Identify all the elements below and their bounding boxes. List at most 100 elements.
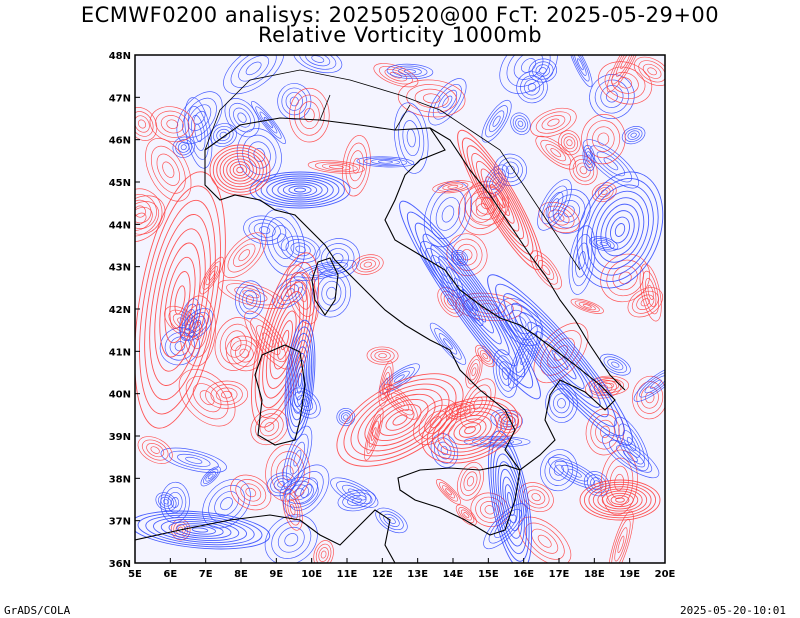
negative-vorticity-contour xyxy=(614,416,649,472)
lat-tick-label: 41N xyxy=(109,347,131,358)
negative-vorticity-contour xyxy=(623,450,638,462)
negative-vorticity-contour xyxy=(422,233,518,367)
positive-vorticity-contour xyxy=(254,262,316,418)
positive-vorticity-contour xyxy=(205,380,249,409)
positive-vorticity-contour xyxy=(614,527,628,562)
negative-vorticity-contour xyxy=(403,69,416,74)
negative-vorticity-contour xyxy=(627,130,640,140)
positive-vorticity-contour xyxy=(364,407,384,461)
negative-vorticity-contour xyxy=(488,430,532,563)
positive-vorticity-contour xyxy=(592,486,648,514)
negative-vorticity-contour xyxy=(209,123,237,147)
positive-vorticity-contour xyxy=(214,317,258,371)
positive-vorticity-contour xyxy=(284,493,301,526)
negative-vorticity-contour xyxy=(301,262,349,279)
negative-vorticity-contour xyxy=(393,374,405,383)
negative-vorticity-contour xyxy=(175,139,193,156)
positive-vorticity-contour xyxy=(135,205,146,218)
negative-vorticity-contour xyxy=(511,302,609,418)
negative-vorticity-contour xyxy=(497,461,523,539)
positive-vorticity-contour xyxy=(541,115,566,131)
negative-vorticity-contour xyxy=(316,267,333,274)
negative-vorticity-contour xyxy=(271,225,295,259)
positive-vorticity-contour xyxy=(442,411,498,449)
negative-vorticity-contour xyxy=(616,445,646,468)
positive-vorticity-contour xyxy=(364,393,436,447)
negative-vorticity-contour xyxy=(160,519,240,541)
negative-vorticity-contour xyxy=(585,151,593,165)
negative-vorticity-contour xyxy=(639,370,665,398)
positive-vorticity-contour xyxy=(446,298,455,307)
lon-tick-label: 9E xyxy=(269,569,283,580)
negative-vorticity-contour xyxy=(356,156,415,168)
negative-vorticity-contour xyxy=(437,89,458,114)
positive-vorticity-contour xyxy=(384,68,408,82)
positive-vorticity-contour xyxy=(150,446,160,454)
negative-vorticity-contour xyxy=(309,264,341,276)
positive-vorticity-contour xyxy=(545,144,567,162)
lon-tick-label: 18E xyxy=(584,569,605,580)
positive-vorticity-contour xyxy=(146,443,165,458)
positive-vorticity-contour xyxy=(597,187,611,198)
positive-vorticity-contour xyxy=(531,493,541,502)
negative-vorticity-contour xyxy=(545,191,564,218)
positive-vorticity-contour xyxy=(569,155,598,186)
negative-vorticity-contour xyxy=(453,277,487,323)
negative-vorticity-contour xyxy=(429,188,467,239)
positive-vorticity-contour xyxy=(606,55,644,93)
negative-vorticity-contour xyxy=(293,449,302,467)
negative-vorticity-contour xyxy=(311,268,351,318)
negative-vorticity-contour xyxy=(633,366,665,402)
positive-vorticity-contour xyxy=(357,388,443,452)
positive-vorticity-contour xyxy=(460,466,481,496)
negative-vorticity-contour xyxy=(537,179,572,231)
positive-vorticity-contour xyxy=(442,485,455,499)
negative-vorticity-contour xyxy=(255,173,345,207)
lat-tick-label: 42N xyxy=(109,305,131,316)
positive-vorticity-contour xyxy=(179,295,216,367)
negative-vorticity-contour xyxy=(163,499,169,505)
negative-vorticity-contour xyxy=(295,245,306,253)
negative-vorticity-contour xyxy=(266,177,334,203)
negative-vorticity-contour xyxy=(296,395,314,411)
negative-vorticity-contour xyxy=(517,120,524,127)
negative-vorticity-contour xyxy=(187,104,212,132)
positive-vorticity-contour xyxy=(631,290,659,314)
positive-vorticity-contour xyxy=(645,391,655,404)
positive-vorticity-contour xyxy=(137,436,173,464)
negative-vorticity-contour xyxy=(650,379,662,389)
positive-vorticity-contour xyxy=(406,84,458,113)
positive-vorticity-contour xyxy=(209,144,271,196)
positive-vorticity-contour xyxy=(155,110,190,138)
positive-vorticity-contour xyxy=(299,101,320,129)
positive-vorticity-contour xyxy=(586,120,621,159)
negative-vorticity-contour xyxy=(406,211,534,389)
positive-vorticity-contour xyxy=(642,63,662,79)
lat-tick-label: 47N xyxy=(109,93,131,104)
positive-vorticity-contour xyxy=(141,439,169,461)
positive-vorticity-contour xyxy=(437,407,503,453)
negative-vorticity-contour xyxy=(253,222,276,238)
negative-vorticity-contour xyxy=(259,111,278,134)
positive-vorticity-contour xyxy=(199,256,225,295)
negative-vorticity-contour xyxy=(553,464,564,476)
positive-vorticity-contour xyxy=(232,243,256,267)
positive-vorticity-contour xyxy=(445,488,452,496)
positive-vorticity-contour xyxy=(159,242,201,358)
positive-vorticity-contour xyxy=(371,398,429,442)
positive-vorticity-contour xyxy=(615,497,625,503)
positive-vorticity-contour xyxy=(269,300,301,380)
lon-tick-label: 16E xyxy=(513,569,534,580)
negative-vorticity-contour xyxy=(553,393,570,414)
positive-vorticity-contour xyxy=(456,461,485,501)
negative-vorticity-contour xyxy=(273,478,289,491)
negative-vorticity-contour xyxy=(398,67,422,76)
positive-vorticity-contour xyxy=(166,119,179,129)
positive-vorticity-contour xyxy=(617,535,625,554)
negative-vorticity-contour xyxy=(272,276,308,309)
negative-vorticity-contour xyxy=(292,352,308,408)
negative-vorticity-contour xyxy=(259,226,271,235)
negative-vorticity-contour xyxy=(177,453,211,467)
negative-vorticity-contour xyxy=(596,151,626,177)
negative-vorticity-contour xyxy=(238,285,261,315)
